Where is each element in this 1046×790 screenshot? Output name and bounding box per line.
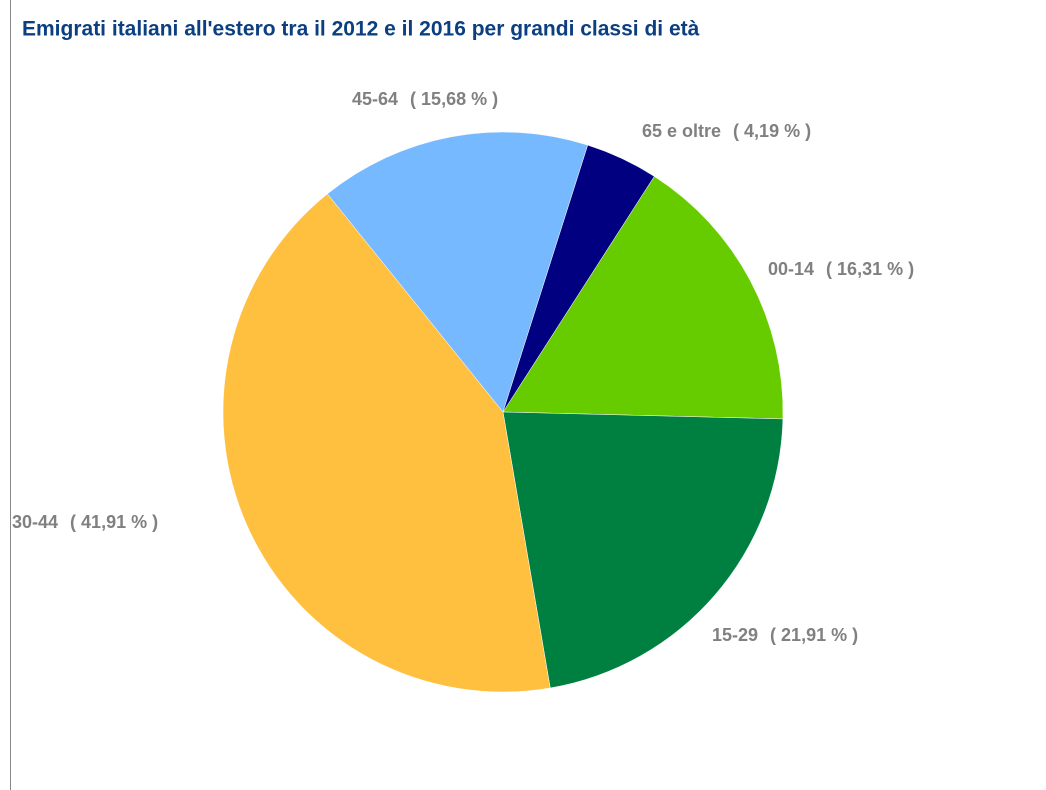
slice-label: 45-64 ( 15,68 % ) bbox=[352, 89, 498, 109]
slice-category: 65 e oltre bbox=[642, 121, 721, 141]
slice-label: 65 e oltre ( 4,19 % ) bbox=[642, 121, 811, 141]
slice-category: 00-14 bbox=[768, 259, 814, 279]
slice-label: 30-44 ( 41,91 % ) bbox=[12, 512, 158, 532]
pie-slice bbox=[502, 176, 784, 420]
pie-slice bbox=[327, 131, 589, 413]
slice-category: 15-29 bbox=[712, 625, 758, 645]
pie-slice bbox=[502, 144, 655, 413]
slice-value-label: ( 41,91 % ) bbox=[70, 512, 158, 532]
slice-category: 45-64 bbox=[352, 89, 398, 109]
slice-value-label: ( 21,91 % ) bbox=[770, 625, 858, 645]
slice-label: 15-29 ( 21,91 % ) bbox=[712, 625, 858, 645]
slice-value-label: ( 16,31 % ) bbox=[826, 259, 914, 279]
slice-value-label: ( 15,68 % ) bbox=[410, 89, 498, 109]
chart-title: Emigrati italiani all'estero tra il 2012… bbox=[22, 18, 700, 41]
slice-label: 00-14 ( 16,31 % ) bbox=[768, 259, 914, 279]
pie-slice bbox=[502, 411, 784, 689]
slice-category: 30-44 bbox=[12, 512, 58, 532]
slice-value-label: ( 4,19 % ) bbox=[733, 121, 811, 141]
pie-slice bbox=[222, 193, 551, 693]
